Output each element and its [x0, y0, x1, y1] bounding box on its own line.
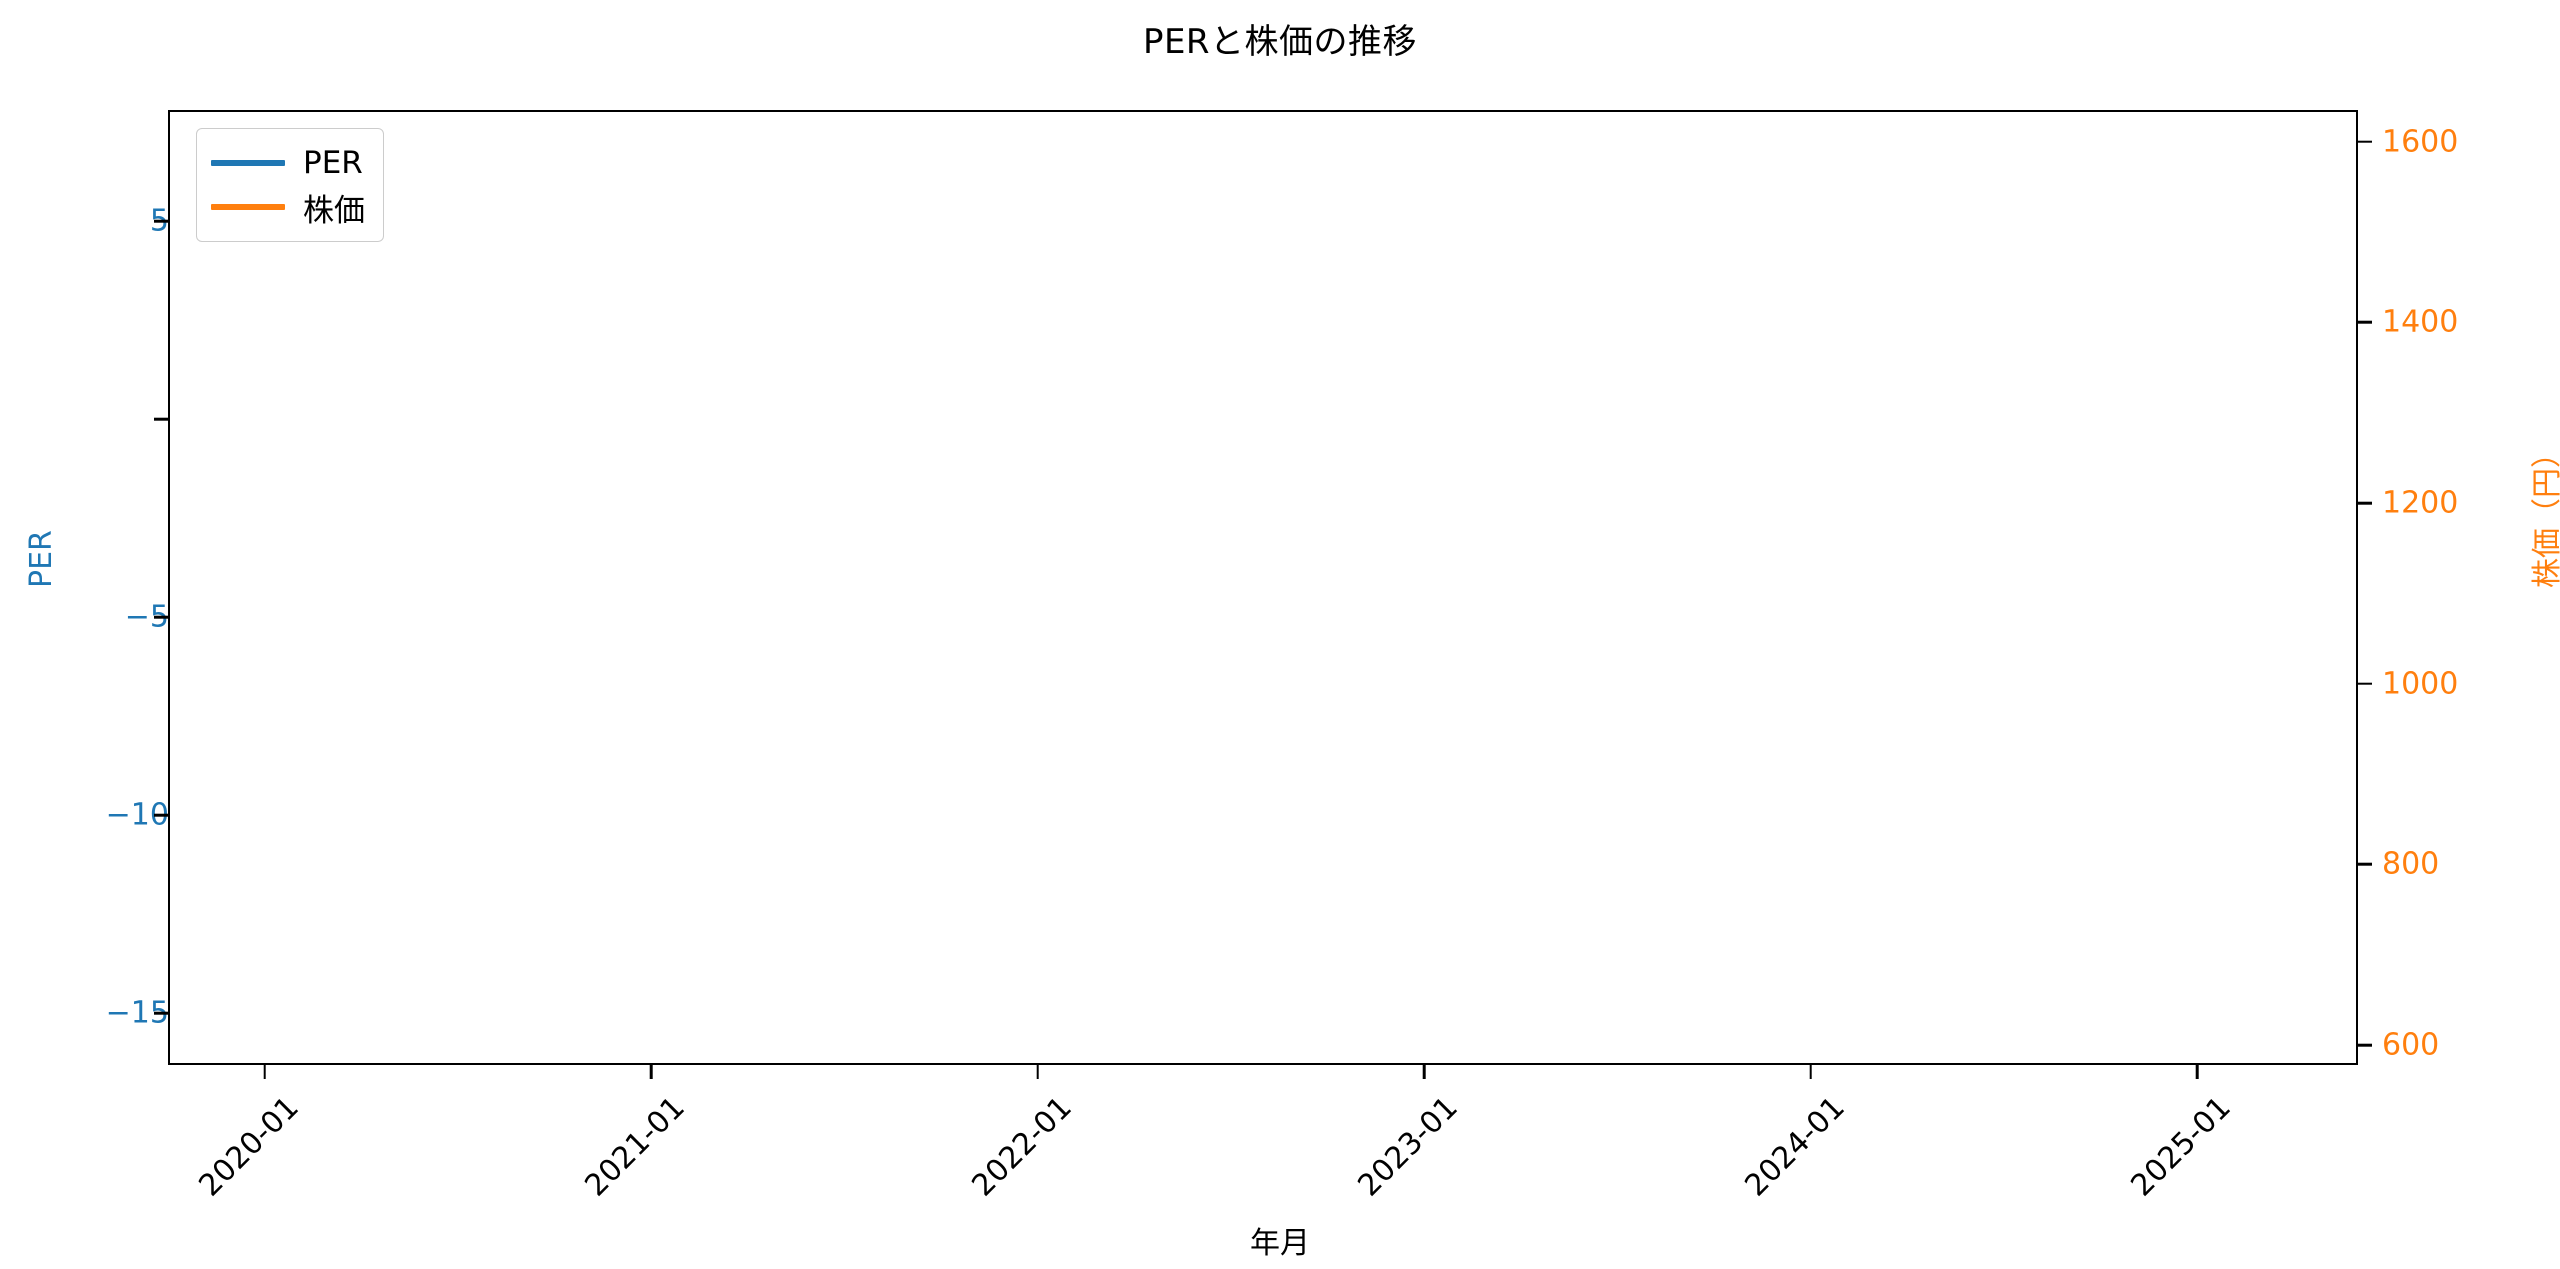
- y-axis-right-tick-label: 1400: [2382, 304, 2459, 340]
- y-axis-right-tick-label: 1200: [2382, 485, 2459, 521]
- x-axis-tick-label: 2023-01: [1351, 1090, 1465, 1204]
- y-axis-left-tick-mark: [154, 1012, 168, 1015]
- y-axis-left-tick-mark: [154, 219, 168, 223]
- x-axis-tick-label: 2024-01: [1737, 1090, 1852, 1204]
- y-axis-right-tick-label: 1600: [2382, 124, 2459, 160]
- x-axis-tick-label: 2020-01: [191, 1090, 306, 1204]
- legend-swatch-kabuka: [211, 204, 285, 210]
- legend-entry-per[interactable]: PER: [211, 141, 365, 185]
- legend-label-per: PER: [303, 145, 363, 181]
- y-axis-right-tick-label: 600: [2382, 1027, 2440, 1063]
- y-axis-left-tick-mark: [154, 615, 168, 619]
- y-axis-left-tick-mark: [154, 814, 168, 817]
- x-axis-tick-label: 2022-01: [964, 1090, 1079, 1204]
- chart-legend: PER 株価: [196, 128, 384, 242]
- y-axis-right-tick-mark: [2358, 321, 2372, 324]
- plot-area: PER 株価: [168, 110, 2358, 1065]
- y-axis-right-tick-label: 800: [2382, 846, 2440, 882]
- legend-entry-kabuka[interactable]: 株価: [211, 185, 365, 229]
- y-axis-right-label: 株価（円）: [2530, 438, 2560, 588]
- plot-frame: [168, 110, 2358, 1065]
- y-axis-right-tick-mark: [2358, 682, 2372, 686]
- y-axis-right-tick-mark: [2358, 501, 2372, 505]
- y-axis-right-tick-mark: [2358, 140, 2372, 143]
- x-axis-tick-mark: [1809, 1065, 1812, 1079]
- y-axis-right-tick-label: 1000: [2382, 666, 2459, 702]
- x-axis-tick-mark: [2195, 1065, 2199, 1079]
- legend-swatch-per: [211, 160, 285, 166]
- x-axis-tick-mark: [263, 1065, 266, 1079]
- legend-label-kabuka: 株価: [303, 192, 365, 229]
- x-axis-tick-mark: [1036, 1065, 1039, 1079]
- y-axis-right-tick-mark: [2358, 1043, 2372, 1047]
- y-axis-right-tick-mark: [2358, 863, 2372, 866]
- y-axis-left-tick-mark: [154, 417, 168, 421]
- chart-title: PERと株価の推移: [1142, 22, 1418, 62]
- x-axis-label: 年月: [1250, 1226, 1310, 1261]
- y-axis-left-label: PER: [24, 530, 59, 588]
- x-axis-tick-mark: [1422, 1065, 1426, 1079]
- x-axis-tick-label: 2021-01: [578, 1090, 692, 1204]
- x-axis-tick-mark: [649, 1065, 653, 1079]
- x-axis-tick-label: 2025-01: [2124, 1090, 2238, 1204]
